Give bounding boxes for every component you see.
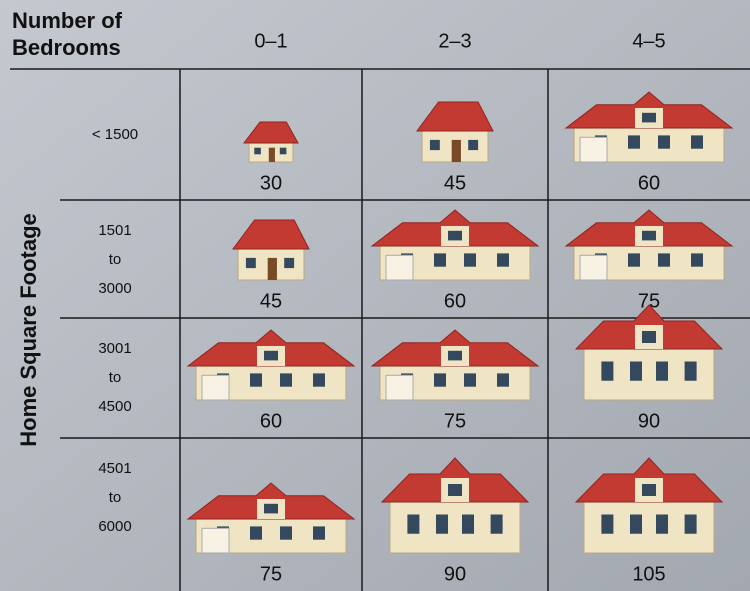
- house-window: [642, 231, 656, 241]
- house-window: [658, 135, 670, 148]
- house-window: [691, 253, 703, 266]
- house-window: [642, 484, 656, 496]
- row-label: 4500: [98, 398, 131, 415]
- house-window: [250, 373, 262, 386]
- house-window: [250, 526, 262, 539]
- house-window: [658, 253, 670, 266]
- header-title: Bedrooms: [12, 35, 121, 60]
- house-window: [491, 515, 503, 534]
- house-window: [436, 515, 448, 534]
- row-label: to: [109, 251, 122, 268]
- cell-value: 90: [444, 563, 466, 585]
- house-window: [691, 135, 703, 148]
- row-label: to: [109, 489, 122, 506]
- house-window: [642, 331, 656, 343]
- house-window: [313, 373, 325, 386]
- cell-value: 45: [260, 290, 282, 312]
- cell-value: 60: [444, 290, 466, 312]
- house-window: [630, 362, 642, 381]
- house-door: [452, 140, 461, 162]
- house-window: [685, 362, 697, 381]
- house-window: [601, 362, 613, 381]
- house-garage: [386, 375, 413, 400]
- house-door: [268, 258, 277, 280]
- row-label: 3001: [98, 340, 131, 357]
- house-window: [448, 231, 462, 241]
- house-window: [284, 258, 294, 268]
- column-header: 2–3: [438, 30, 471, 52]
- house-garage: [580, 255, 607, 280]
- house-window: [280, 526, 292, 539]
- house-window: [448, 484, 462, 496]
- house-window: [280, 373, 292, 386]
- house-garage: [580, 137, 607, 162]
- cell-value: 60: [260, 410, 282, 432]
- column-header: 4–5: [632, 30, 665, 52]
- house-window: [468, 140, 478, 150]
- cell-value: 45: [444, 172, 466, 194]
- house-window: [434, 253, 446, 266]
- house-window: [430, 140, 440, 150]
- house-window: [407, 515, 419, 534]
- cell-value: 75: [260, 563, 282, 585]
- house-window: [464, 253, 476, 266]
- house-window: [656, 515, 668, 534]
- page: Number of Bedrooms Home Square Footage 0…: [0, 0, 750, 591]
- house-window: [313, 526, 325, 539]
- house-window: [656, 362, 668, 381]
- house-window: [264, 351, 278, 361]
- house-window: [462, 515, 474, 534]
- house-window: [254, 148, 261, 155]
- row-label: to: [109, 369, 122, 386]
- cell-value: 75: [444, 410, 466, 432]
- cell-value: 30: [260, 172, 282, 194]
- house-door: [269, 148, 275, 162]
- house-window: [497, 373, 509, 386]
- house-window: [628, 253, 640, 266]
- house-window: [630, 515, 642, 534]
- house-garage: [386, 255, 413, 280]
- house-window: [628, 135, 640, 148]
- cell-value: 60: [638, 172, 660, 194]
- house-window: [642, 113, 656, 123]
- house-window: [448, 351, 462, 361]
- row-label: < 1500: [92, 126, 138, 143]
- house-garage: [202, 528, 229, 553]
- cell-value: 105: [632, 563, 665, 585]
- house-window: [264, 504, 278, 514]
- cell-value: 90: [638, 410, 660, 432]
- house-window: [685, 515, 697, 534]
- row-label: 4501: [98, 460, 131, 477]
- row-label: 3000: [98, 280, 131, 297]
- house-window: [601, 515, 613, 534]
- header-title: Number of: [12, 8, 123, 33]
- row-label: 1501: [98, 222, 131, 239]
- house-window: [246, 258, 256, 268]
- house-window: [497, 253, 509, 266]
- row-header: Home Square Footage: [16, 213, 41, 446]
- house-garage: [202, 375, 229, 400]
- house-window: [280, 148, 287, 155]
- column-header: 0–1: [254, 30, 287, 52]
- row-label: 6000: [98, 518, 131, 535]
- house-window: [434, 373, 446, 386]
- house-window: [464, 373, 476, 386]
